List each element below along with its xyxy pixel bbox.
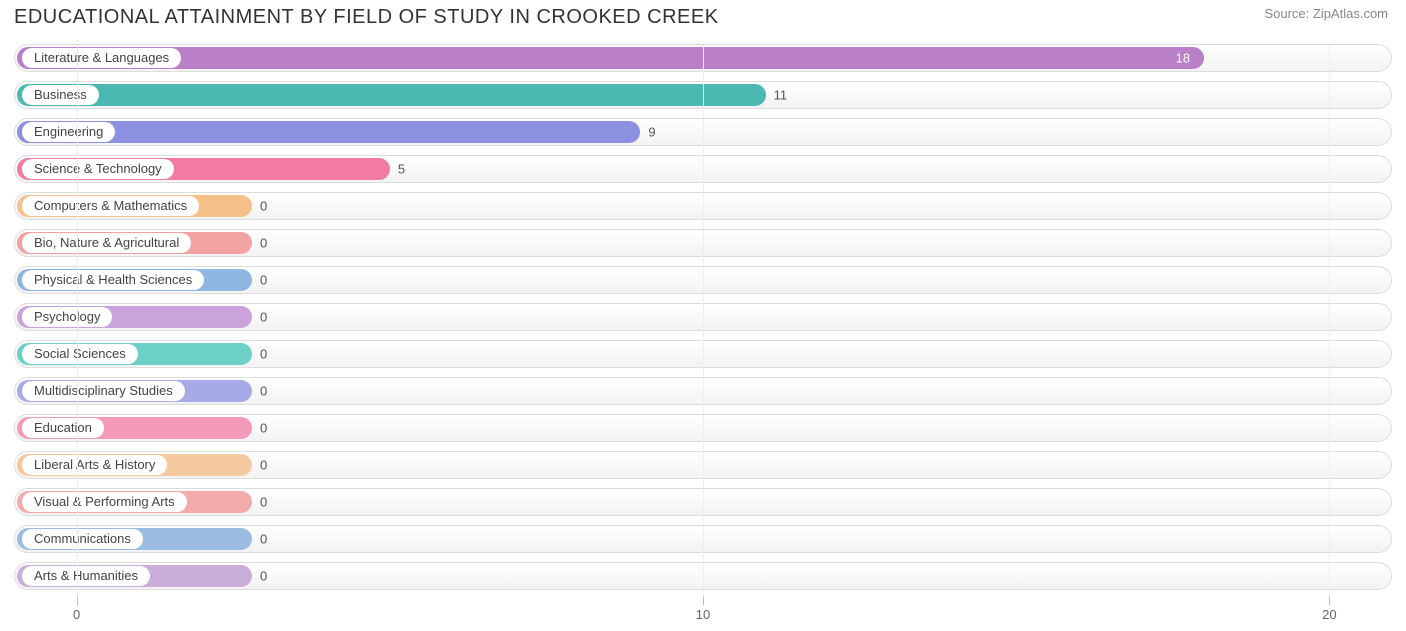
bar-label-pill: Arts & Humanities [22,566,150,586]
bar-label-pill: Science & Technology [22,159,174,179]
bar-label-pill: Multidisciplinary Studies [22,381,185,401]
bar-label-pill: Literature & Languages [22,48,181,68]
bar-label-pill: Physical & Health Sciences [22,270,204,290]
grid-line [77,45,78,597]
bar-value: 11 [774,88,788,103]
bar-label-pill: Business [22,85,99,105]
bar-label-pill: Liberal Arts & History [22,455,167,475]
chart-title: Educational Attainment by Field of Study… [14,6,719,29]
bar-value: 0 [260,310,267,325]
chart-area: Literature & Languages 18 Business 11 Engine… [0,33,1406,626]
bar-value: 18 [1176,51,1190,66]
bar-label-pill: Social Sciences [22,344,138,364]
bar-value: 0 [260,273,267,288]
bar-value: 0 [260,421,267,436]
axis-tick [1329,597,1330,605]
bar-value: 0 [260,384,267,399]
bar-value: 0 [260,532,267,547]
chart-source: Source: ZipAtlas.com [1264,6,1388,21]
bar-value: 0 [260,495,267,510]
bar-value: 0 [260,236,267,251]
bar-value: 0 [260,199,267,214]
bar-value: 9 [648,125,655,140]
bar-label-pill: Education [22,418,104,438]
bar-label-pill: Communications [22,529,143,549]
bar-label-pill: Computers & Mathematics [22,196,199,216]
bar-label-pill: Psychology [22,307,112,327]
axis-tick-label: 20 [1322,607,1336,622]
bar-fill [17,84,766,106]
axis-tick [703,597,704,605]
x-axis: 0 10 20 [14,596,1392,626]
grid-line [703,45,704,597]
bar-value: 0 [260,347,267,362]
axis-tick-label: 10 [696,607,710,622]
axis-tick [77,597,78,605]
axis-tick-label: 0 [73,607,80,622]
bar-label-pill: Visual & Performing Arts [22,492,187,512]
bar-label-pill: Engineering [22,122,115,142]
bar-fill [17,47,1204,69]
bar-value: 0 [260,569,267,584]
bar-value: 5 [398,162,405,177]
bar-label-pill: Bio, Nature & Agricultural [22,233,191,253]
grid-line [1329,45,1330,597]
bar-value: 0 [260,458,267,473]
